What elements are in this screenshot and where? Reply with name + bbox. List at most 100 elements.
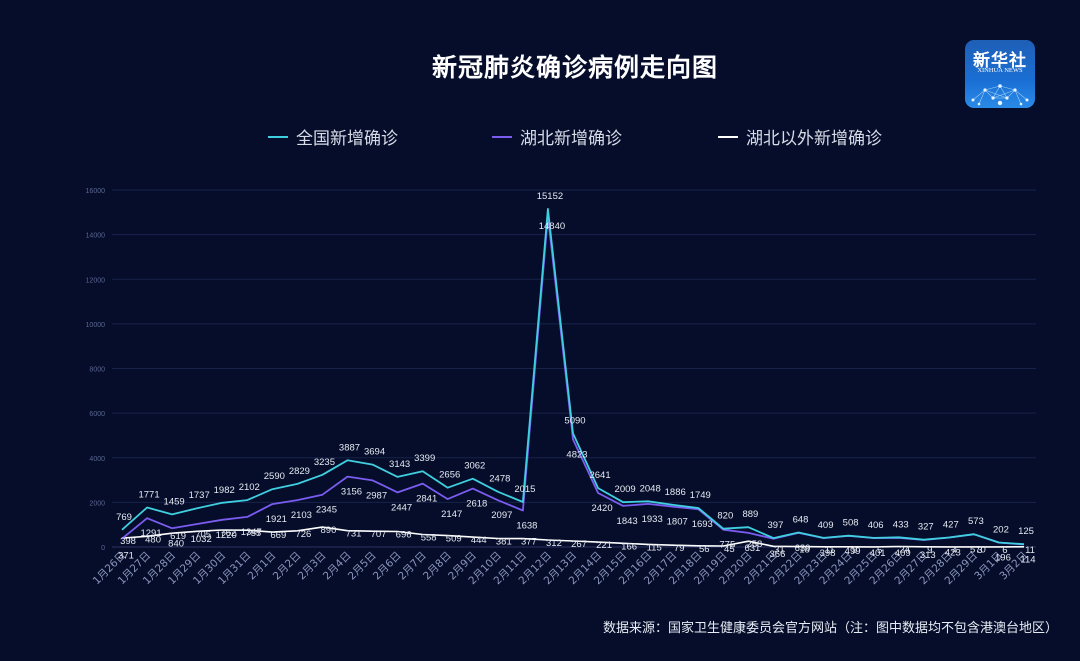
data-label: 619	[170, 531, 186, 542]
data-label: 56	[699, 544, 710, 555]
data-label: 9	[852, 545, 857, 556]
y-tick-label: 6000	[89, 411, 105, 418]
data-label: 14840	[539, 221, 565, 232]
data-label: 398	[120, 536, 136, 547]
legend-item-outside-hubei[interactable]: 湖北以外新增确诊	[718, 124, 882, 149]
legend-label: 全国新增确诊	[296, 129, 398, 149]
data-label: 2829	[289, 466, 310, 477]
y-tick-label: 16000	[86, 188, 106, 195]
data-label: 2009	[615, 484, 636, 495]
data-label: 3156	[341, 487, 362, 498]
data-label: 433	[893, 519, 909, 530]
data-label: 79	[674, 543, 685, 554]
legend-label: 湖北以外新增确诊	[746, 129, 882, 149]
data-label: 1638	[516, 520, 537, 531]
data-label: 480	[145, 534, 161, 545]
data-label: 1459	[164, 496, 185, 507]
data-label: 2048	[640, 483, 661, 494]
data-label: 258	[746, 539, 762, 550]
data-label: 820	[717, 511, 733, 522]
data-label: 45	[724, 544, 735, 555]
data-label: 2147	[441, 509, 462, 520]
data-label: 444	[471, 535, 487, 546]
data-label: 115	[647, 542, 662, 553]
data-label: 409	[895, 548, 911, 559]
data-label: 2097	[491, 510, 512, 521]
data-label: 11	[825, 545, 835, 556]
chart-title: 新冠肺炎确诊病例走向图	[431, 53, 718, 82]
data-label: 2641	[589, 470, 610, 481]
legend-item-hubei[interactable]: 湖北新增确诊	[492, 124, 622, 149]
series-line	[121, 207, 1025, 546]
data-label: 381	[496, 536, 512, 547]
data-label: 221	[596, 540, 612, 551]
data-label: 24	[899, 544, 910, 555]
data-label: 409	[818, 520, 834, 531]
y-tick-label: 10000	[86, 322, 106, 329]
data-label: 2345	[316, 505, 337, 516]
data-label: 631	[744, 543, 760, 554]
y-tick-label: 0	[101, 545, 105, 552]
data-label: 648	[793, 515, 809, 526]
data-label: 3143	[389, 459, 410, 470]
data-label: 2015	[514, 484, 535, 495]
data-label: 755	[245, 528, 261, 539]
data-label: 1807	[667, 517, 688, 528]
data-label: 2618	[466, 499, 487, 510]
legend-swatch-white-icon	[718, 135, 738, 138]
data-label: 769	[116, 512, 132, 523]
data-label: 775	[719, 540, 735, 551]
data-label: 1886	[665, 487, 686, 498]
data-label: 401	[870, 548, 886, 559]
data-label: 4	[952, 545, 957, 556]
data-label: 15152	[537, 191, 563, 202]
data-label: 31	[774, 544, 785, 555]
data-label: 1982	[214, 485, 235, 496]
data-label: 707	[371, 529, 387, 540]
y-tick-label: 14000	[86, 233, 106, 240]
data-label: 630	[795, 543, 811, 554]
data-label: 397	[768, 520, 784, 531]
data-label: 366	[770, 549, 786, 560]
data-label: 509	[446, 534, 462, 545]
data-label: 166	[621, 541, 637, 552]
data-label: 499	[845, 546, 861, 557]
data-label: 11	[1025, 545, 1035, 556]
network-globe-icon	[971, 84, 1029, 106]
data-label: 114	[1020, 554, 1035, 565]
data-label: 267	[571, 539, 587, 550]
data-label: 2841	[416, 494, 437, 505]
data-label: 2447	[391, 502, 412, 513]
data-label: 762	[220, 528, 236, 539]
legend-swatch-cyan-icon	[268, 135, 288, 138]
logo-cn-text: 新华社	[973, 51, 1027, 71]
legend-swatch-purple-icon	[492, 135, 512, 138]
data-label: 889	[742, 509, 758, 520]
data-label: 312	[546, 538, 562, 549]
data-label: 2656	[439, 470, 460, 481]
data-label: 3399	[414, 453, 435, 464]
data-label: 3	[977, 545, 982, 556]
data-label: 125	[1018, 526, 1034, 537]
data-label: 3062	[464, 461, 485, 472]
data-label: 3887	[339, 442, 360, 453]
data-label: 202	[993, 524, 1009, 535]
data-label: 1291	[140, 528, 161, 539]
legend-item-national[interactable]: 全国新增确诊	[268, 124, 398, 149]
data-label: 2420	[591, 503, 612, 514]
data-label: 1347	[241, 527, 262, 538]
data-label: 2102	[239, 482, 260, 493]
data-label: 726	[295, 529, 311, 540]
data-label: 573	[968, 516, 984, 527]
data-label: 377	[521, 537, 537, 548]
data-label: 705	[195, 529, 211, 540]
data-label: 406	[868, 520, 884, 531]
data-label: 1933	[642, 514, 663, 525]
data-label: 3235	[314, 457, 335, 468]
data-label: 2987	[366, 490, 387, 501]
data-label: 196	[995, 553, 1011, 564]
data-label: 1921	[266, 514, 287, 525]
data-label: 1032	[191, 534, 212, 545]
data-label: 4823	[566, 449, 587, 460]
